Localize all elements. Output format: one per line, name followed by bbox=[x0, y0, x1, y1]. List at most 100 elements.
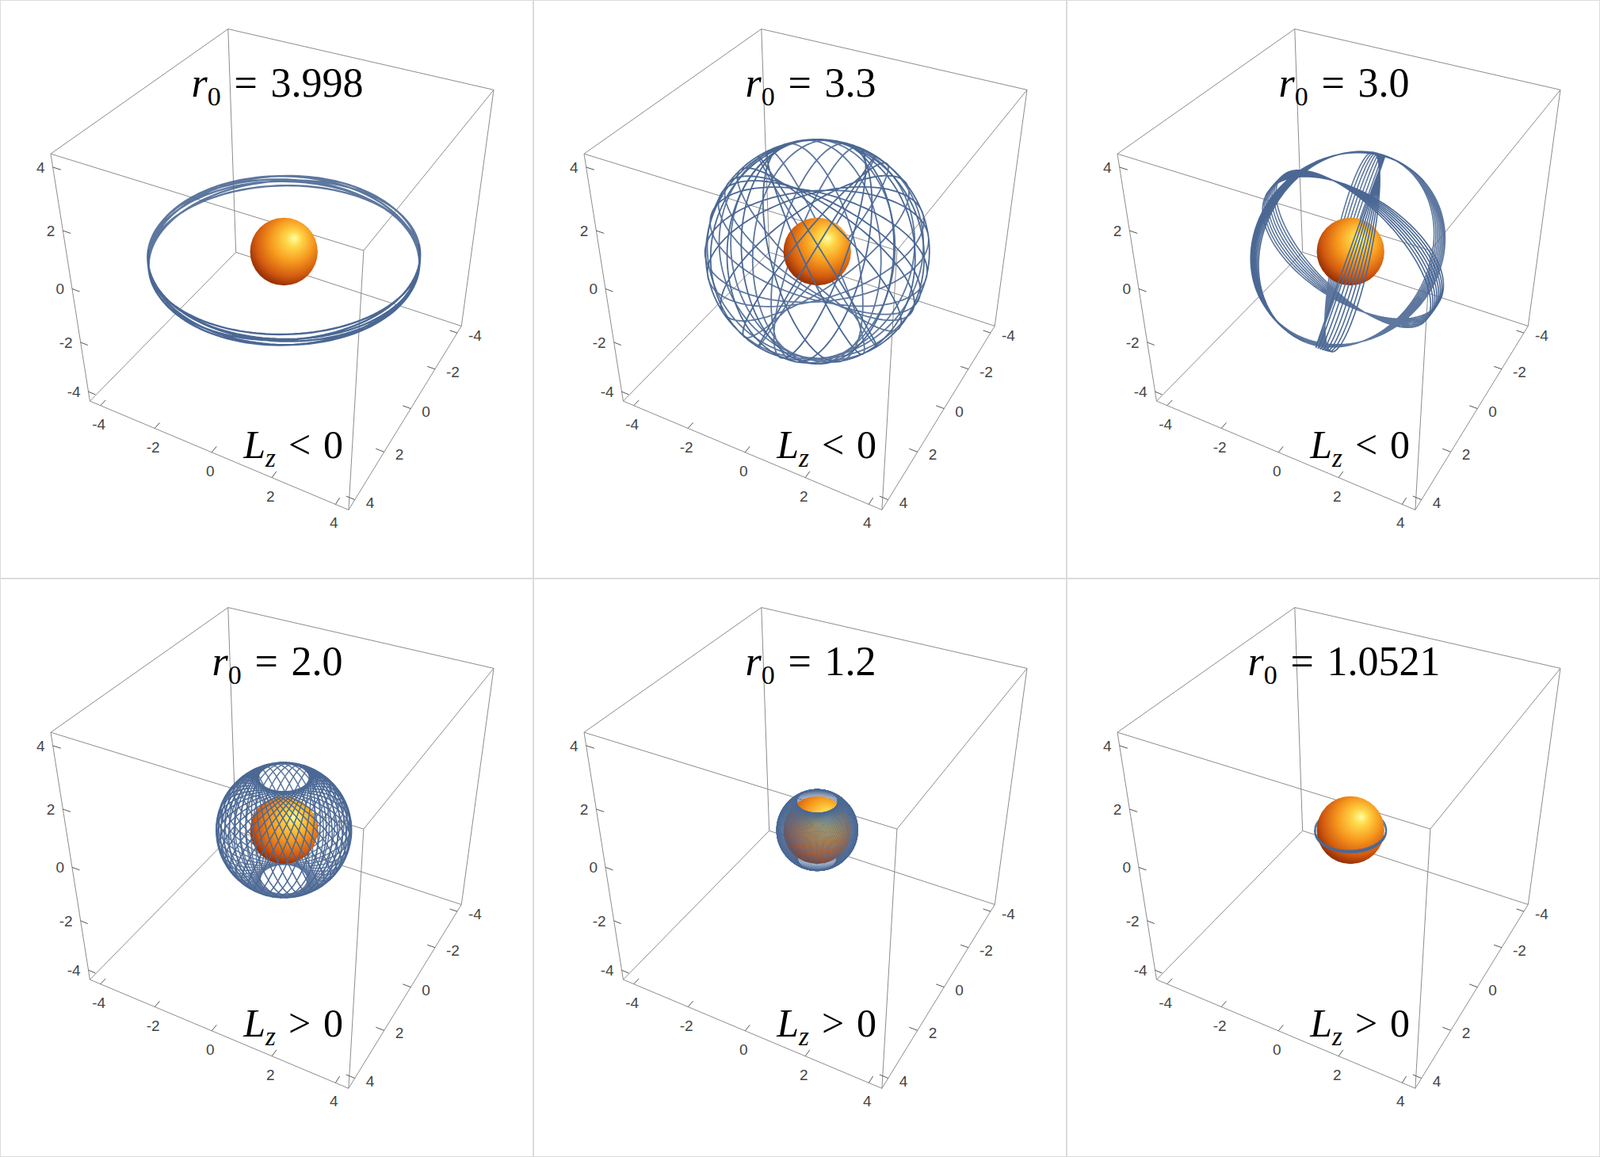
annotation-value: 0 bbox=[1389, 1000, 1410, 1046]
box-edge bbox=[348, 828, 364, 1089]
tick-label: -4 bbox=[600, 962, 615, 979]
tick bbox=[211, 1024, 217, 1032]
central-body bbox=[1317, 217, 1385, 286]
box-edge bbox=[1156, 252, 1303, 401]
annotation: Lz>0 bbox=[775, 1000, 877, 1051]
annotation-value: 0 bbox=[323, 1000, 344, 1046]
tick bbox=[1278, 446, 1284, 453]
tick bbox=[1278, 1024, 1284, 1032]
tick-label: -2 bbox=[592, 334, 607, 352]
tick-label: -4 bbox=[1158, 416, 1173, 433]
box-edge bbox=[50, 607, 229, 734]
annotation-symbol: L bbox=[242, 422, 266, 467]
tick-label: 4 bbox=[1432, 494, 1442, 512]
annotation-subscript: z bbox=[798, 1022, 810, 1051]
box-edge bbox=[584, 732, 623, 980]
panel-frame bbox=[1067, 579, 1600, 1157]
box-edge bbox=[1117, 153, 1157, 401]
title-subscript: 0 bbox=[761, 81, 776, 111]
tick bbox=[402, 405, 411, 409]
tick-label: 4 bbox=[366, 494, 375, 512]
tick-label: 0 bbox=[1122, 280, 1131, 298]
tick-label: 4 bbox=[1396, 514, 1406, 531]
tick-label: -4 bbox=[67, 383, 81, 401]
tick bbox=[62, 809, 71, 812]
title-value: 1.0521 bbox=[1326, 638, 1440, 684]
tick bbox=[375, 1027, 384, 1031]
tick bbox=[1412, 496, 1422, 501]
tick-label: 0 bbox=[954, 981, 964, 999]
box-edge bbox=[882, 325, 995, 510]
tick-label: 0 bbox=[739, 1041, 749, 1058]
tick-label: 0 bbox=[739, 462, 749, 480]
tick bbox=[1442, 448, 1451, 452]
orbit-front bbox=[776, 789, 858, 871]
title-relation: = bbox=[254, 638, 278, 684]
box-edge bbox=[50, 153, 364, 251]
annotation-relation: > bbox=[821, 1000, 844, 1046]
annotation-subscript: z bbox=[264, 443, 276, 473]
title-value: 3.998 bbox=[270, 60, 363, 106]
box bbox=[584, 607, 1028, 1089]
tick bbox=[1119, 745, 1128, 749]
tick-label: -2 bbox=[59, 334, 73, 352]
tick-label: 2 bbox=[928, 446, 938, 463]
tick bbox=[1221, 422, 1226, 428]
tick bbox=[868, 497, 873, 505]
tick bbox=[402, 984, 411, 988]
tick-label: -2 bbox=[1512, 363, 1527, 381]
tick-label: 4 bbox=[36, 737, 46, 755]
box-edge bbox=[761, 607, 770, 832]
tick bbox=[595, 230, 604, 233]
title-symbol: r bbox=[745, 638, 763, 684]
box-edge bbox=[348, 325, 462, 510]
tick-label: 2 bbox=[799, 1066, 809, 1084]
tick bbox=[614, 342, 622, 346]
orbit-front bbox=[1250, 151, 1444, 352]
tick-label: 4 bbox=[1103, 159, 1112, 176]
tick-label: 2 bbox=[580, 222, 589, 240]
box-edge bbox=[1294, 29, 1303, 253]
box-edge bbox=[89, 400, 348, 510]
tick bbox=[622, 391, 630, 395]
tick-label: -2 bbox=[592, 912, 607, 930]
box-edge bbox=[1415, 828, 1431, 1089]
tick bbox=[605, 866, 613, 871]
tick-label: 0 bbox=[421, 981, 431, 999]
title-relation: = bbox=[1290, 638, 1314, 684]
ticks: -4-2024-4-2024-4-2024 bbox=[36, 737, 482, 1110]
tick-label: 4 bbox=[899, 1073, 909, 1090]
tick bbox=[614, 920, 622, 925]
panel-frame bbox=[534, 579, 1067, 1157]
panel: -4-2024-4-2024-4-2024r0=3.998Lz<0 bbox=[0, 0, 534, 579]
tick-label: -4 bbox=[600, 383, 615, 401]
tick-label: 2 bbox=[928, 1024, 938, 1042]
title-subscript: 0 bbox=[207, 81, 222, 111]
tick-label: 0 bbox=[1272, 1041, 1282, 1058]
tick bbox=[1469, 984, 1478, 988]
tick bbox=[100, 400, 107, 406]
tick-label: 0 bbox=[1488, 981, 1497, 999]
tick bbox=[450, 330, 458, 333]
tick-label: 0 bbox=[206, 462, 215, 480]
tick bbox=[633, 400, 640, 406]
panel-frame bbox=[1067, 0, 1600, 579]
tick bbox=[960, 366, 969, 369]
tick bbox=[1155, 391, 1163, 395]
tick-label: -2 bbox=[446, 942, 460, 959]
annotation: Lz>0 bbox=[1309, 1000, 1410, 1051]
tick-label: 2 bbox=[580, 801, 589, 818]
tick bbox=[908, 1027, 917, 1031]
annotation-symbol: L bbox=[1309, 422, 1333, 467]
annotation-symbol: L bbox=[775, 422, 799, 467]
tick-label: -4 bbox=[468, 905, 482, 923]
box-edge bbox=[897, 89, 1028, 251]
box-edge bbox=[994, 668, 1028, 905]
tick-label: -4 bbox=[67, 962, 81, 979]
tick-label: -4 bbox=[1535, 327, 1549, 344]
title-subscript: 0 bbox=[1294, 81, 1309, 111]
box-edge bbox=[461, 668, 494, 905]
tick bbox=[1221, 1000, 1226, 1007]
tick bbox=[427, 366, 436, 369]
box-edge bbox=[1156, 400, 1415, 510]
